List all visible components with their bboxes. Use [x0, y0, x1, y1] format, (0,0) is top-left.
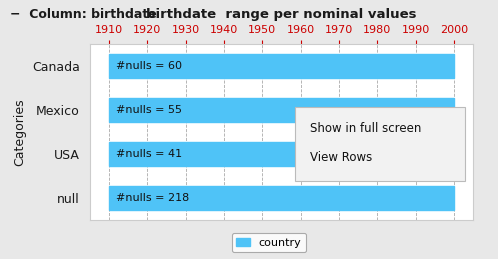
Text: View Rows: View Rows [310, 151, 373, 164]
Bar [109, 54, 454, 78]
Y-axis label: Categories: Categories [13, 98, 26, 166]
Text: #nulls = 60: #nulls = 60 [117, 61, 182, 71]
Text: −  Column: birthdate: − Column: birthdate [10, 8, 157, 21]
FancyBboxPatch shape [295, 107, 466, 181]
Text: #nulls = 218: #nulls = 218 [117, 193, 190, 203]
Text: Show in full screen: Show in full screen [310, 122, 421, 135]
Text: #nulls = 55: #nulls = 55 [117, 105, 182, 115]
Legend: country: country [232, 233, 306, 252]
Text: #nulls = 41: #nulls = 41 [117, 149, 183, 159]
X-axis label: birthdate  range per nominal values: birthdate range per nominal values [146, 8, 417, 21]
Bar [109, 98, 454, 122]
Bar [109, 142, 301, 166]
Bar [109, 186, 454, 210]
